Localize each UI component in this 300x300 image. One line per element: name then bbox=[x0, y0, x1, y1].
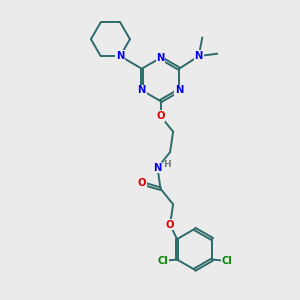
Text: O: O bbox=[156, 111, 165, 121]
Text: N: N bbox=[153, 163, 162, 173]
Text: N: N bbox=[116, 51, 124, 61]
Text: O: O bbox=[166, 220, 174, 230]
Text: N: N bbox=[194, 51, 203, 61]
Text: N: N bbox=[138, 85, 146, 95]
Text: Cl: Cl bbox=[221, 256, 232, 266]
Text: Cl: Cl bbox=[157, 256, 168, 266]
Text: N: N bbox=[156, 53, 165, 63]
Text: H: H bbox=[163, 160, 171, 169]
Text: N: N bbox=[116, 51, 124, 61]
Text: N: N bbox=[175, 85, 183, 95]
Text: O: O bbox=[138, 178, 146, 188]
